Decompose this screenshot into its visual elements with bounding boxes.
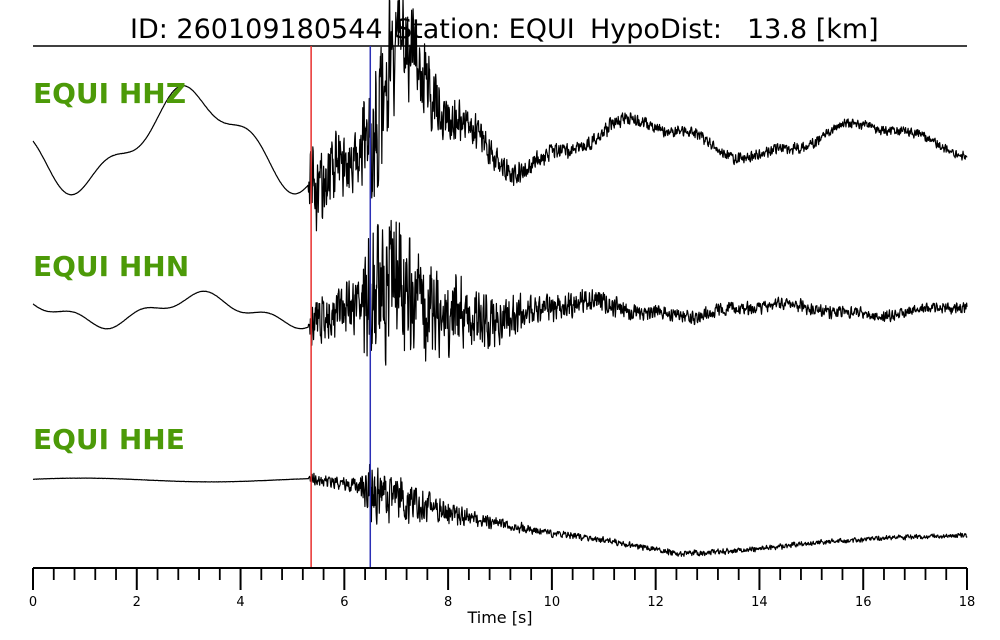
tick-label: 10 xyxy=(544,595,561,610)
tick-label: 6 xyxy=(340,595,348,610)
trace-hhz xyxy=(32,0,968,232)
channel-label-hhz: EQUI HHZ xyxy=(33,77,186,110)
trace-hhe xyxy=(32,463,968,557)
channel-labels: EQUI HHZ EQUI HHN EQUI HHE xyxy=(33,77,189,456)
tick-label: 12 xyxy=(647,595,664,610)
channel-label-hhn: EQUI HHN xyxy=(33,250,189,283)
tick-label: 14 xyxy=(751,595,768,610)
tick-label: 8 xyxy=(444,595,452,610)
x-axis-label: Time [s] xyxy=(466,608,532,627)
title-hypodist-label: HypoDist: xyxy=(590,14,722,45)
title-station: Station: EQUI xyxy=(395,14,575,45)
tick-label: 4 xyxy=(236,595,244,610)
tick-label: 0 xyxy=(29,595,37,610)
tick-label: 18 xyxy=(959,595,976,610)
title-event-id: ID: 260109180544 xyxy=(130,14,383,45)
figure-title: ID: 260109180544 Station: EQUI HypoDist:… xyxy=(130,14,879,45)
tick-label: 2 xyxy=(133,595,141,610)
channel-label-hhe: EQUI HHE xyxy=(33,423,185,456)
trace-group xyxy=(32,0,968,557)
trace-hhn xyxy=(32,219,968,366)
time-axis: 0 2 4 6 8 10 12 14 16 18 xyxy=(29,567,976,610)
title-hypodist-value: 13.8 [km] xyxy=(747,14,879,45)
tick-label: 16 xyxy=(855,595,872,610)
